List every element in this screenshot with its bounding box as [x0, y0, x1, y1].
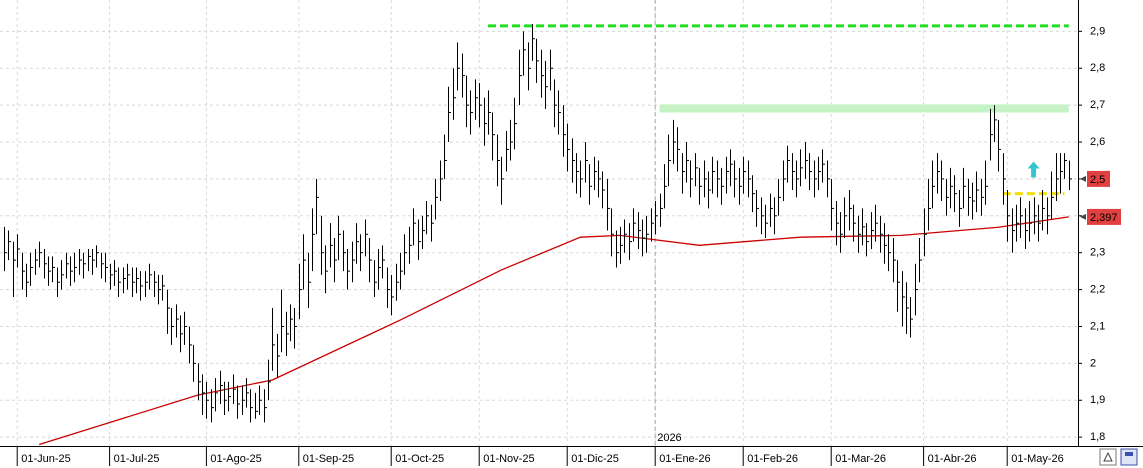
- x-tick-label: 01-Sep-25: [303, 453, 354, 465]
- chart-type-icon: [1103, 451, 1113, 462]
- y-tick-label: 2,3: [1090, 247, 1105, 259]
- save-button[interactable]: [1120, 448, 1138, 466]
- x-tick-label: 01-Jul-25: [114, 453, 160, 465]
- chart-type-button[interactable]: [1099, 448, 1117, 466]
- y-tick-label: 2,7: [1090, 99, 1105, 111]
- tag-pointer: [1080, 213, 1086, 220]
- value-tag: [1087, 170, 1110, 187]
- toolbar-icons[interactable]: [1099, 448, 1138, 466]
- x-tick-label: 01-Ago-25: [210, 453, 261, 465]
- x-tick-label: 01-Abr-26: [928, 453, 977, 465]
- value-tag-label: 2,397: [1090, 212, 1118, 224]
- x-tick-label: 01-Feb-26: [747, 453, 798, 465]
- value-tag-label: 2,5: [1090, 174, 1105, 186]
- y-tick-label: 2,1: [1090, 320, 1105, 332]
- save-icon: [1125, 452, 1133, 456]
- x-tick-label: 01-Nov-25: [483, 453, 534, 465]
- y-tick-label: 2: [1090, 357, 1096, 369]
- signal-arrow: [1027, 161, 1040, 178]
- x-tick-label: 01-Mar-26: [835, 453, 886, 465]
- y-tick-label: 2,9: [1090, 25, 1105, 37]
- resistance-band: [659, 104, 1069, 113]
- x-tick-label: 01-Oct-25: [395, 453, 444, 465]
- y-tick-label: 1,8: [1090, 431, 1105, 443]
- moving-average: [39, 216, 1069, 446]
- year-label: 2026: [657, 432, 681, 444]
- y-tick-label: 2,2: [1090, 283, 1105, 295]
- plot: [0, 0, 1078, 446]
- y-tick-label: 2,6: [1090, 136, 1105, 148]
- x-tick-label: 01-Dic-25: [571, 453, 619, 465]
- x-tick-label: 01-Jun-25: [21, 453, 71, 465]
- y-tick-label: 1,9: [1090, 394, 1105, 406]
- x-tick-label: 01-Ene-26: [659, 453, 710, 465]
- tag-pointer: [1080, 175, 1086, 182]
- y-tick-label: 2,8: [1090, 62, 1105, 74]
- value-tag: [1087, 208, 1121, 225]
- x-tick-label: 01-May-26: [1011, 453, 1064, 465]
